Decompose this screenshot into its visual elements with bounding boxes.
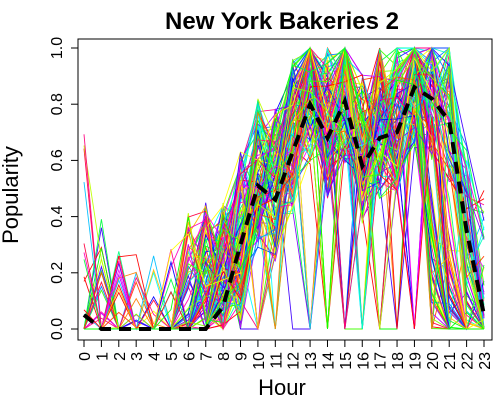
chart-title: New York Bakeries 2 — [165, 8, 399, 35]
x-tick-label: 12 — [286, 352, 303, 370]
x-tick-label: 8 — [216, 352, 233, 361]
x-tick-label: 9 — [234, 352, 251, 361]
x-tick-label: 14 — [320, 352, 337, 370]
x-tick-label: 23 — [477, 352, 494, 370]
y-tick-label: 1.0 — [49, 37, 66, 59]
x-tick-label: 3 — [129, 352, 146, 361]
y-axis-label: Popularity — [0, 146, 23, 244]
x-tick-label: 13 — [303, 352, 320, 370]
x-tick-label: 17 — [373, 352, 390, 370]
x-tick-label: 7 — [199, 352, 216, 361]
x-tick-label: 2 — [112, 352, 129, 361]
x-tick-label: 15 — [338, 352, 355, 370]
x-tick-label: 1 — [94, 352, 111, 361]
mean-series-line — [82, 84, 486, 331]
x-tick-label: 10 — [251, 352, 268, 370]
x-tick-label: 16 — [355, 352, 372, 370]
x-axis: 0 1 2 3 4 5 6 7 8 9 10 11 12 13 14 15 16 17 18 19 20 21 22 23 — [77, 339, 494, 370]
x-tick-label: 5 — [164, 352, 181, 361]
x-tick-label: 6 — [181, 352, 198, 361]
individual-series-group — [83, 46, 485, 331]
x-axis-label: Hour — [258, 375, 306, 400]
x-tick-label: 0 — [77, 352, 94, 361]
x-tick-label: 22 — [460, 352, 477, 370]
x-tick-label: 18 — [390, 352, 407, 370]
y-tick-label: 0.0 — [49, 318, 66, 340]
x-tick-label: 21 — [442, 352, 459, 370]
x-tick-label: 19 — [407, 352, 424, 370]
y-tick-label: 0.2 — [49, 262, 66, 284]
x-tick-label: 11 — [268, 352, 285, 369]
y-tick-label: 0.6 — [49, 149, 66, 171]
y-tick-label: 0.8 — [49, 93, 66, 115]
x-tick-label: 20 — [425, 352, 442, 370]
y-axis: 0.0 0.2 0.4 0.6 0.8 1.0 — [49, 37, 79, 340]
x-tick-label: 4 — [147, 352, 164, 361]
y-tick-label: 0.4 — [49, 205, 66, 227]
